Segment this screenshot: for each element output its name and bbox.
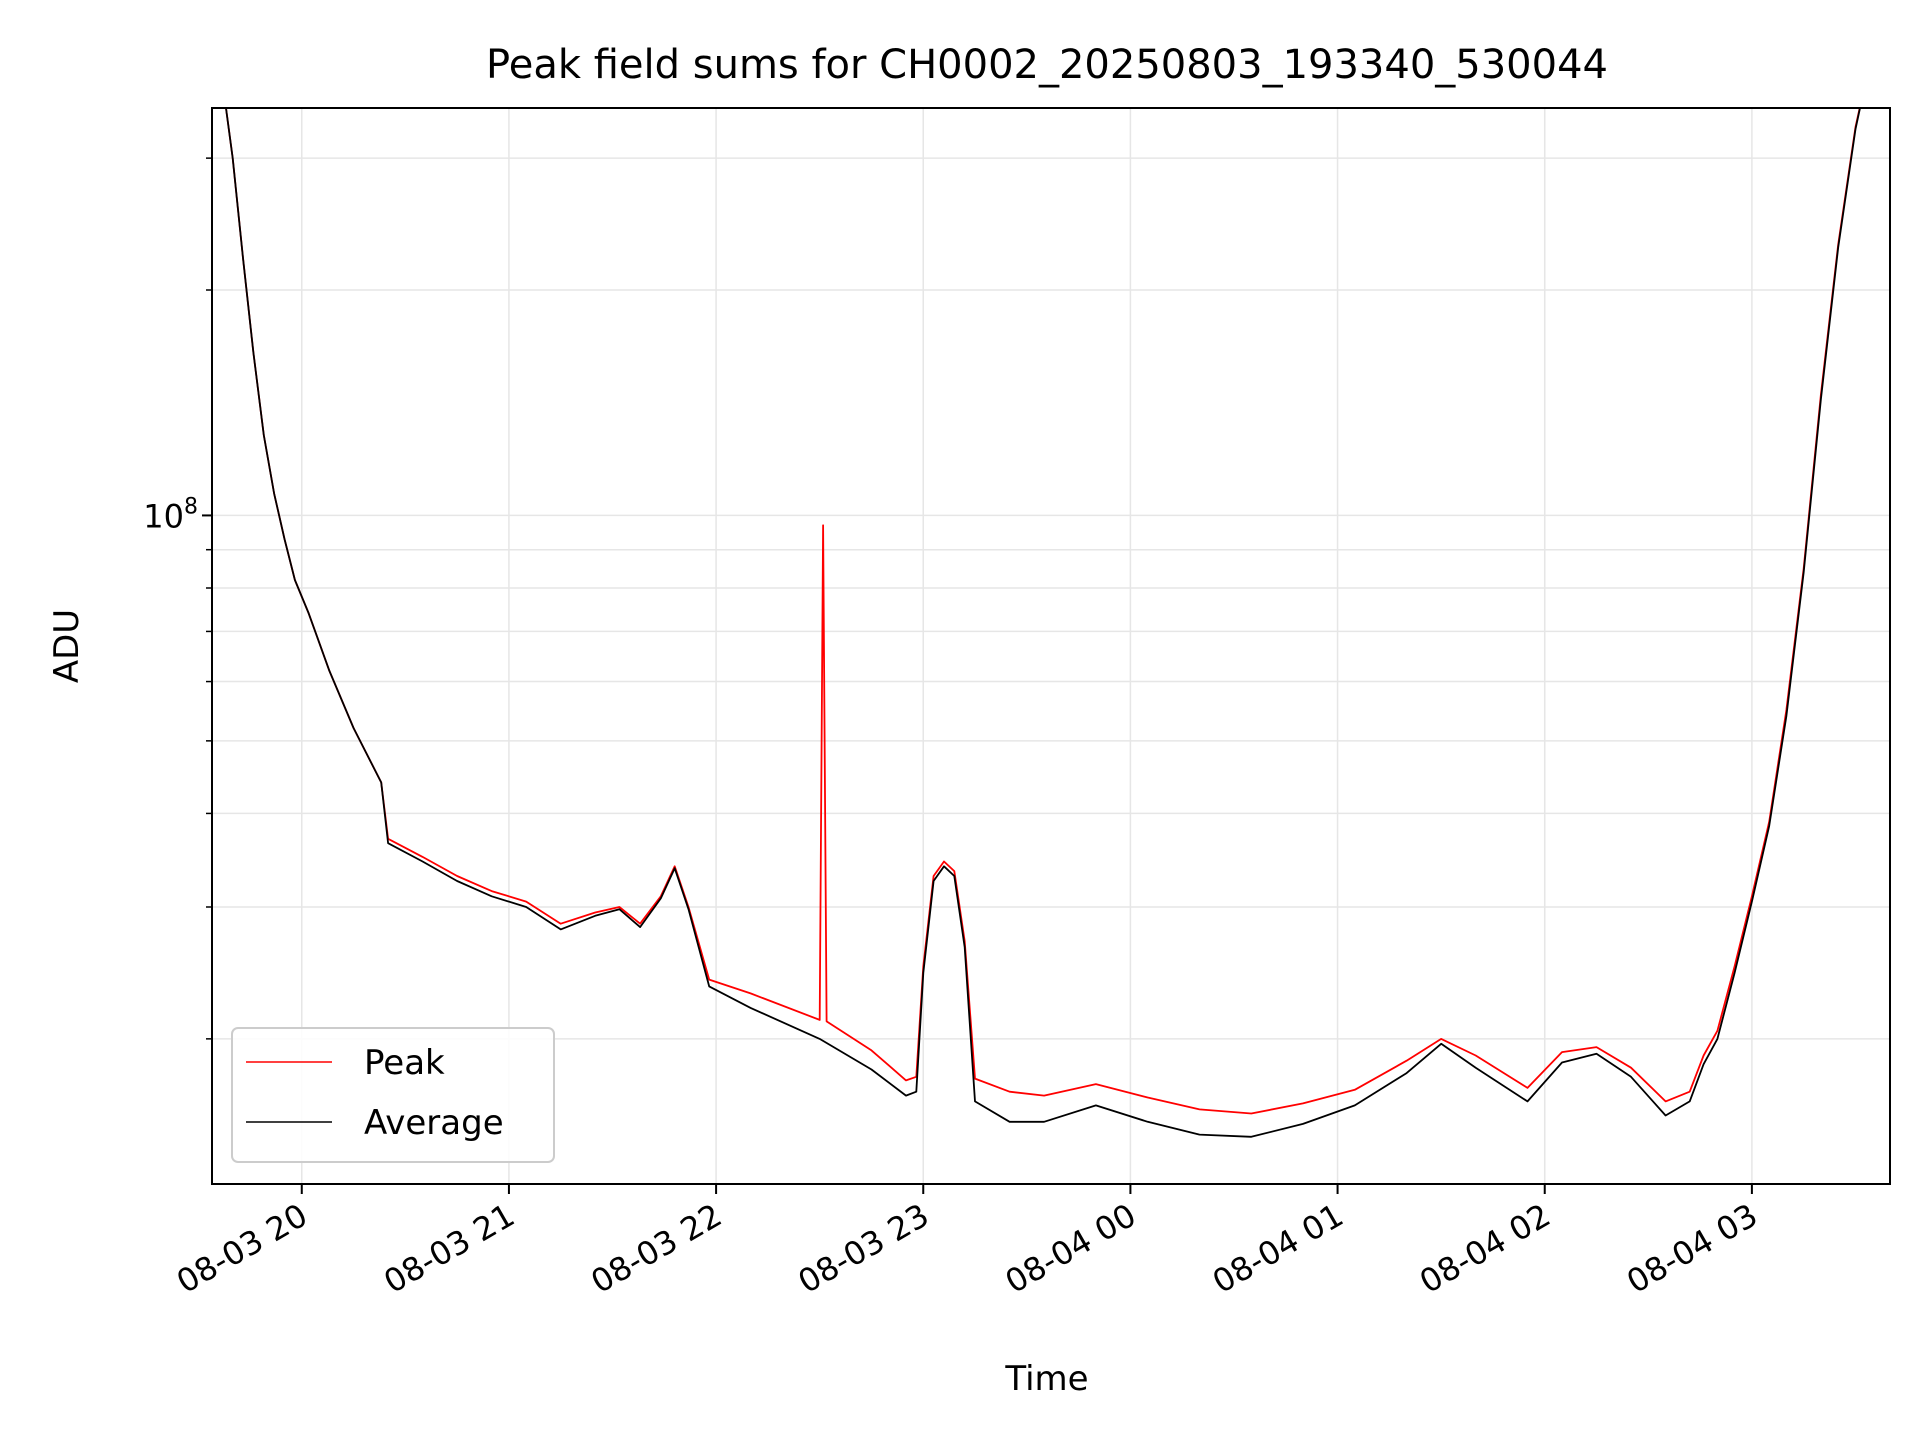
series-line-average — [225, 108, 1861, 1138]
plot-lines — [225, 108, 1861, 1138]
legend-label-peak: Peak — [364, 1043, 445, 1083]
y-tick-label: 108 — [143, 494, 198, 535]
legend: Peak Average — [231, 1027, 555, 1163]
x-axis-label: Time — [1004, 1359, 1088, 1399]
legend-label-average: Average — [364, 1103, 504, 1143]
plot-frame — [211, 107, 1891, 1185]
chart-title: Peak field sums for CH0002_20250803_1933… — [486, 42, 1608, 88]
y-axis-label: ADU — [47, 609, 87, 683]
